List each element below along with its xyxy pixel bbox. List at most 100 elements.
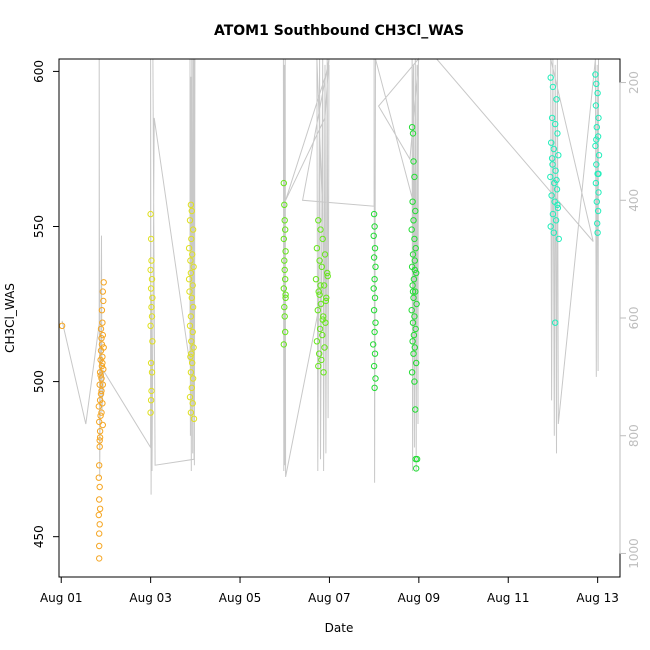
data-point [186, 217, 194, 224]
data-point [322, 297, 330, 305]
data-point [280, 235, 287, 243]
data-point [547, 173, 554, 181]
data-point [408, 124, 416, 131]
data-point [95, 474, 103, 481]
data-point [371, 384, 378, 391]
data-point [98, 335, 105, 342]
data-point [281, 266, 288, 274]
data-point [97, 325, 105, 333]
data-point [371, 223, 378, 230]
data-point [100, 344, 107, 351]
data-point [594, 89, 601, 97]
data-point [552, 319, 559, 326]
data-point [99, 353, 106, 360]
data-point [313, 245, 321, 252]
data-point [370, 254, 378, 261]
data-point [554, 204, 562, 212]
data-point [190, 344, 197, 351]
data-point [410, 294, 417, 301]
data-point [411, 257, 418, 264]
plot-frame [58, 58, 621, 578]
data-point [148, 313, 156, 320]
data-point [281, 201, 288, 209]
y-tick-label: 600 [32, 60, 46, 83]
data-point [547, 74, 554, 81]
x-tick-label: Aug 01 [40, 591, 83, 605]
data-point [99, 331, 107, 339]
data-point [317, 226, 324, 233]
data-point [147, 285, 155, 292]
data-point [99, 319, 106, 326]
data-point [187, 257, 194, 264]
data-point [281, 217, 288, 224]
data-point [595, 170, 602, 178]
data-point [58, 322, 66, 329]
data-point [96, 483, 103, 491]
data-point [409, 251, 417, 258]
data-point [99, 359, 106, 367]
data-point [147, 235, 155, 243]
data-point [147, 266, 154, 274]
y2-tick-label: 800 [627, 424, 641, 447]
data-point [410, 276, 418, 283]
data-point [595, 152, 603, 159]
data-point [100, 279, 107, 286]
data-point [371, 245, 379, 252]
data-point [409, 130, 417, 137]
data-point [409, 198, 416, 205]
data-point [99, 381, 107, 388]
data-point [186, 322, 194, 329]
data-point [314, 307, 321, 314]
data-point [148, 257, 155, 264]
data-point [282, 248, 289, 255]
data-point [186, 393, 194, 401]
data-point [592, 142, 599, 150]
data-point [96, 542, 103, 550]
data-point [97, 356, 104, 364]
data-point [281, 303, 288, 311]
data-point [594, 220, 601, 227]
data-point [190, 263, 197, 270]
data-point [547, 223, 554, 230]
data-point [187, 409, 195, 416]
data-point [554, 130, 561, 137]
x-tick-label: Aug 13 [576, 591, 619, 605]
data-point [553, 186, 561, 193]
data-point [98, 375, 105, 382]
data-point [408, 307, 415, 314]
x-tick-label: Aug 05 [219, 591, 262, 605]
data-point [96, 428, 104, 435]
data-point [324, 269, 331, 277]
data-point [410, 350, 417, 357]
data-point [553, 96, 560, 103]
data-point [189, 400, 196, 407]
y2-tick-label: 200 [627, 71, 641, 94]
data-point [148, 303, 155, 311]
data-point [149, 338, 156, 345]
data-point [410, 217, 417, 224]
data-point [98, 362, 106, 370]
data-point [320, 313, 327, 320]
data-point [96, 462, 103, 469]
data-point [323, 294, 330, 301]
data-point [412, 207, 419, 215]
data-point [372, 375, 379, 382]
data-point [370, 210, 378, 218]
data-point [593, 198, 600, 205]
data-point [188, 294, 196, 301]
data-point [412, 288, 419, 295]
data-point [147, 210, 154, 218]
data-point [594, 229, 601, 236]
chart-title: ATOM1 Southbound CH3Cl_WAS [214, 23, 464, 39]
data-point [408, 226, 415, 233]
data-point [316, 257, 323, 264]
data-point [318, 356, 325, 364]
data-point [592, 71, 599, 78]
data-point [98, 387, 105, 395]
data-point [96, 555, 103, 562]
data-point [410, 158, 417, 165]
data-point [592, 102, 600, 109]
data-point [371, 276, 378, 283]
data-point [148, 276, 156, 283]
